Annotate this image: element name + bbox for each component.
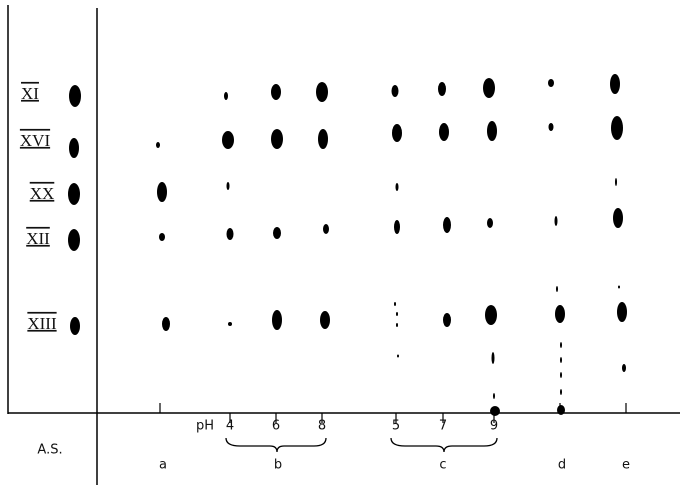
ph-value: 6 — [272, 419, 280, 434]
lane-label: d — [558, 458, 566, 473]
row-label: XVI — [20, 131, 51, 150]
ph-value: 7 — [439, 419, 447, 434]
lane-label: a — [159, 458, 167, 473]
row-label: XII — [26, 229, 50, 248]
row-label: XX — [30, 184, 55, 203]
brace — [226, 438, 326, 452]
ph-value: 4 — [226, 419, 234, 434]
row-label: XI — [21, 84, 39, 103]
lane-label: b — [274, 458, 282, 473]
row-label: XIII — [27, 314, 57, 333]
brace — [391, 438, 497, 452]
ph-value: 8 — [318, 419, 326, 434]
lane-label: e — [622, 458, 630, 473]
lane-label: c — [439, 458, 446, 473]
standard-label: A.S. — [37, 443, 62, 458]
ph-label: pH — [196, 419, 214, 434]
spots — [68, 74, 627, 416]
ph-value: 5 — [392, 419, 400, 434]
ph-value: 9 — [490, 419, 498, 434]
figure: XI XVI XX XII XIII A.S. pH 4 6 8 5 7 9 a… — [0, 0, 680, 485]
